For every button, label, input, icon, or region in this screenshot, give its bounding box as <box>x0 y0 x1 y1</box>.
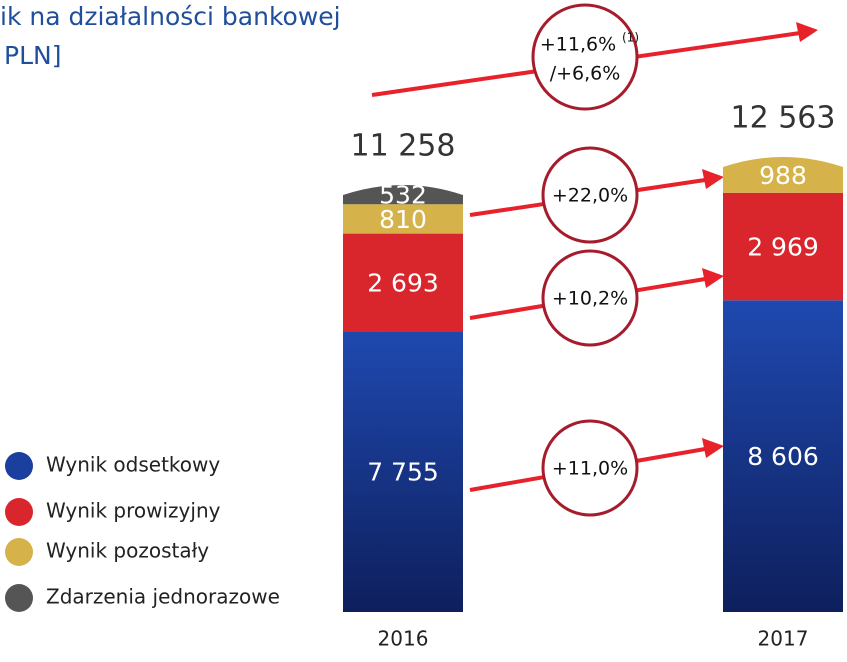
legend-marker <box>5 538 33 566</box>
value-label: 532 <box>379 181 427 210</box>
legend-label: Wynik pozostały <box>46 539 209 563</box>
annotation: /+6,6% <box>550 63 621 85</box>
legend-marker <box>5 498 33 526</box>
bar-segment <box>723 300 843 612</box>
chart-subtitle: PLN] <box>4 41 61 70</box>
legend-label: Zdarzenia jednorazowe <box>46 585 280 609</box>
total-label: 11 258 <box>351 128 456 163</box>
value-label: 988 <box>759 161 807 190</box>
legend-label: Wynik prowizyjny <box>46 499 221 523</box>
bar-segment <box>343 184 463 205</box>
value-label: 8 606 <box>747 442 819 471</box>
annotation: +22,0% <box>552 185 628 207</box>
value-label: 2 969 <box>747 233 819 262</box>
x-tick-label: 2016 <box>378 627 429 651</box>
value-label: 810 <box>379 205 427 234</box>
bar-segment <box>723 192 843 301</box>
bar-segment <box>343 331 463 612</box>
annotation: +10,2% <box>552 288 628 310</box>
annotation: +11,6% <box>540 34 616 56</box>
value-label: 2 693 <box>367 268 439 297</box>
legend-marker <box>5 452 33 480</box>
bar-segment <box>343 233 463 332</box>
bar-segment <box>723 157 843 193</box>
total-label: 12 563 <box>731 101 836 136</box>
x-tick-label: 2017 <box>758 627 809 651</box>
value-label: 7 755 <box>367 458 439 487</box>
legend-label: Wynik odsetkowy <box>46 453 220 477</box>
circles <box>531 3 639 517</box>
bar-segment <box>343 204 463 234</box>
annotation: +11,0% <box>552 458 628 480</box>
annotation-note: (1) <box>622 31 639 45</box>
legend-marker <box>5 584 33 612</box>
chart-title: ik na działalności bankowej <box>0 2 341 31</box>
